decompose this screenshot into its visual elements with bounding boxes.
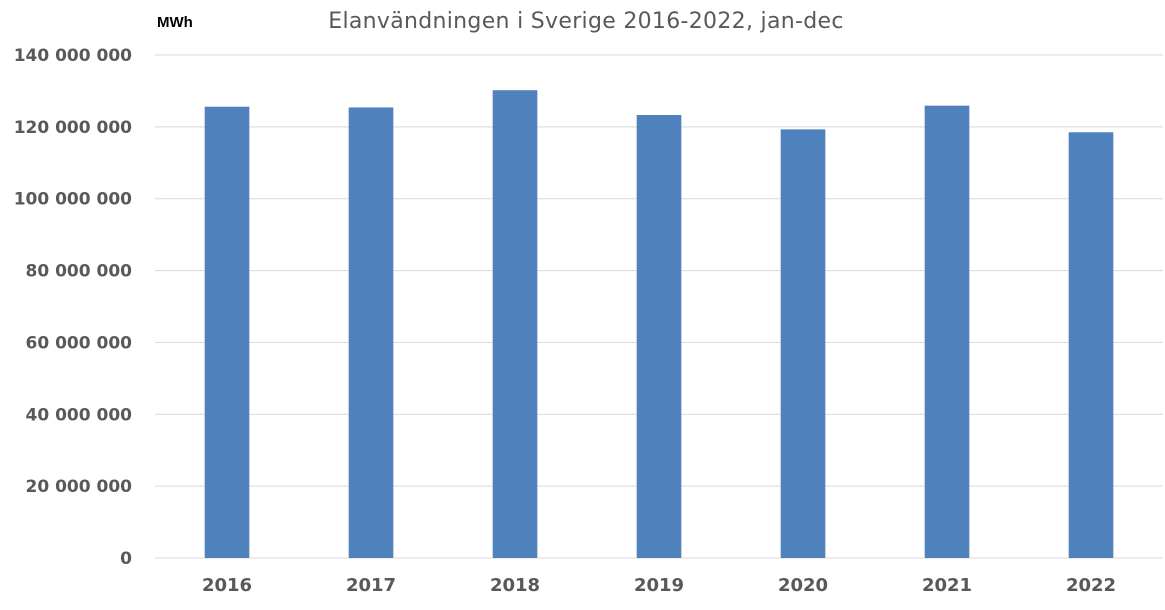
bar-2022 — [1068, 132, 1114, 558]
bars — [204, 90, 1114, 559]
y-tick-label: 40 000 000 — [26, 405, 133, 425]
x-tick-label: 2021 — [922, 575, 972, 596]
x-tick-label: 2020 — [778, 575, 828, 596]
x-tick-label: 2019 — [634, 575, 684, 596]
y-tick-label: 120 000 000 — [14, 118, 132, 138]
y-tick-label: 80 000 000 — [26, 262, 133, 282]
x-axis-ticks: 2016 2017 2018 2019 2020 2021 2022 — [202, 575, 1116, 596]
chart-title: Elanvändningen i Sverige 2016-2022, jan-… — [328, 9, 843, 34]
y-tick-label: 100 000 000 — [14, 190, 132, 210]
y-tick-label: 140 000 000 — [14, 46, 132, 66]
bar-2017 — [348, 107, 394, 558]
bar-2020 — [780, 129, 826, 559]
bar-2016 — [204, 106, 250, 558]
y-tick-label: 0 — [120, 549, 132, 569]
y-axis-ticks: 0 20 000 000 40 000 000 60 000 000 80 000 00… — [14, 46, 132, 569]
y-tick-label: 20 000 000 — [26, 477, 133, 497]
x-tick-label: 2017 — [346, 575, 396, 596]
bar-2019 — [636, 115, 682, 558]
x-tick-label: 2018 — [490, 575, 540, 596]
bar-2018 — [492, 90, 538, 559]
x-tick-label: 2022 — [1066, 575, 1116, 596]
y-unit-label: MWh — [157, 14, 193, 31]
bar-2021 — [924, 105, 970, 558]
x-tick-label: 2016 — [202, 575, 252, 596]
y-tick-label: 60 000 000 — [26, 333, 133, 353]
